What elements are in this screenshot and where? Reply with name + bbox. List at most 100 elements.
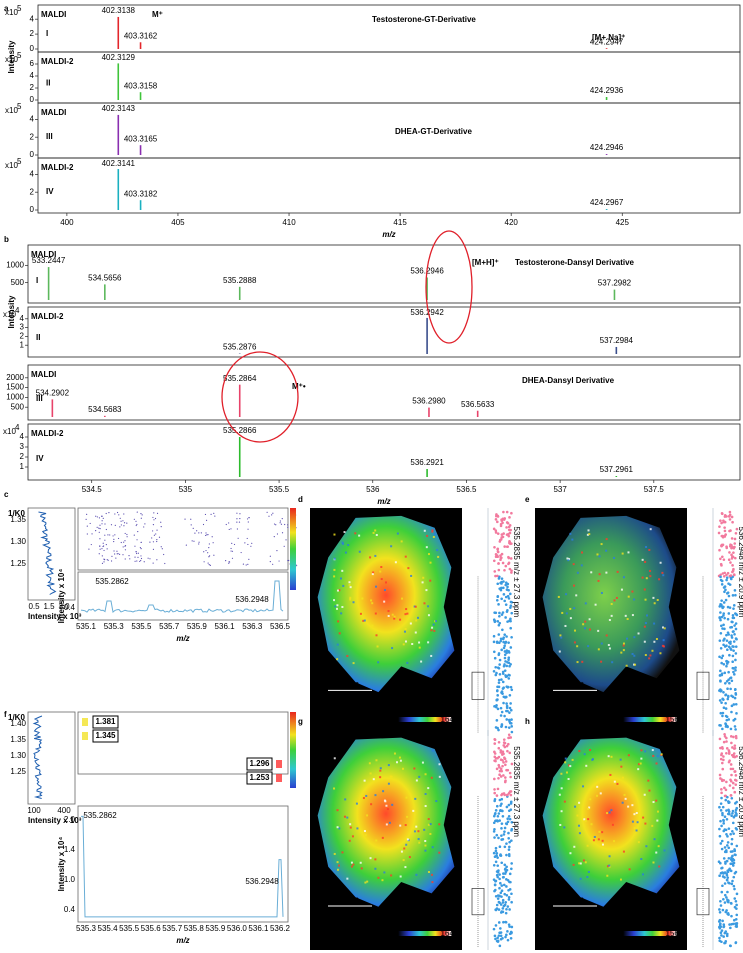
pixel (363, 830, 366, 833)
distribution-dot (721, 512, 724, 516)
pixel (395, 761, 398, 764)
pixel (559, 634, 562, 637)
row-label: I (46, 29, 48, 38)
distribution-dot (509, 592, 512, 596)
pixel (559, 823, 562, 826)
distribution-dot (500, 613, 504, 616)
distribution-dot (505, 675, 509, 678)
ion-dot (237, 537, 239, 539)
pixel (578, 832, 581, 835)
distribution-dot (493, 742, 497, 745)
pixel (375, 839, 378, 842)
distribution-dot (499, 588, 503, 592)
pixel (363, 619, 366, 622)
ion-dot (284, 523, 286, 526)
distribution-dot (502, 872, 505, 875)
distribution-dot (724, 910, 728, 914)
distribution-dot (496, 520, 499, 524)
distribution-dot (728, 867, 731, 871)
distribution-dot (720, 583, 724, 586)
distribution-dot (498, 663, 501, 666)
plot-frame (27, 423, 741, 481)
pixel (600, 543, 603, 546)
distribution-dot (493, 777, 496, 781)
panel-label: a (4, 4, 9, 13)
ion-dot (152, 523, 155, 526)
distribution-dot (731, 922, 735, 926)
pixel (431, 749, 434, 752)
pixel (659, 561, 662, 564)
pixel (430, 873, 433, 876)
y-tick-label: 0 (30, 95, 35, 104)
spectrum-trace (81, 815, 284, 918)
y-tick-label: 2 (30, 187, 35, 196)
distribution-dot (720, 661, 723, 665)
distribution-dot (734, 941, 738, 945)
ion-dot (152, 530, 154, 532)
pixel (571, 758, 574, 761)
ion-dot (158, 536, 161, 538)
distribution-dot (504, 776, 507, 779)
image-caption: 536.2948 m/z ± 20.9 ppm (539, 929, 630, 938)
distribution-dot (734, 728, 737, 731)
pixel (337, 864, 340, 867)
ion-dot (205, 532, 207, 534)
distribution-dot (497, 562, 500, 565)
pixel (631, 614, 634, 617)
pixel (427, 818, 430, 821)
distribution-dot (734, 702, 738, 706)
ion-dot (288, 559, 290, 562)
distribution-dot (502, 774, 505, 777)
distribution-dot (501, 838, 505, 841)
pixel (605, 538, 608, 541)
pixel (366, 880, 369, 883)
distribution-dot (731, 520, 734, 524)
pixel (388, 821, 391, 824)
ion-dot (134, 560, 136, 562)
spectrum-tick-label: 1.4 (64, 845, 76, 854)
distribution-dot (722, 643, 725, 647)
mobility-tick-label: 1.30 (10, 537, 26, 546)
tissue-section (317, 737, 455, 907)
ion-dot (228, 522, 230, 524)
distribution-dot (503, 757, 507, 761)
distribution-dot (733, 887, 736, 891)
distribution-dot (504, 779, 507, 783)
pixel (406, 612, 409, 615)
distribution-dot (718, 874, 721, 878)
distribution-dot (729, 727, 733, 731)
pixel (649, 654, 652, 657)
distribution-dot (505, 664, 509, 668)
ion-dot (214, 515, 216, 517)
distribution-dot (723, 732, 726, 736)
distribution-dot (509, 646, 513, 649)
mobility-tick-label: 1.40 (10, 719, 26, 728)
x-tick-label: 410 (282, 218, 296, 227)
distribution-dot (733, 725, 737, 728)
distribution-dot (730, 636, 734, 639)
distribution-dot (502, 875, 505, 879)
y-tick-label: 0 (30, 44, 35, 53)
distribution-dot (496, 555, 499, 559)
pixel (584, 602, 587, 605)
distribution-dot (727, 718, 731, 721)
distribution-dot (502, 761, 505, 764)
pixel (658, 578, 661, 581)
distribution-dot (722, 706, 726, 710)
ion-dot (98, 517, 101, 519)
distribution-dot (503, 845, 507, 849)
distribution-dot (733, 853, 737, 856)
mz-tick-label: 536.3 (242, 622, 263, 631)
ion-dot (140, 541, 142, 543)
x-tick-label: 536.5 (456, 485, 477, 494)
pixel (582, 859, 585, 862)
pixel (563, 826, 566, 829)
pixel (631, 820, 634, 823)
ion-dot (102, 545, 104, 548)
pixel (597, 838, 600, 841)
trace-axis-label: Intensity x 10³ (28, 612, 82, 621)
pixel (640, 749, 643, 752)
distribution-dot (500, 556, 503, 560)
distribution-dot (732, 649, 735, 652)
distribution-dot (497, 740, 501, 744)
